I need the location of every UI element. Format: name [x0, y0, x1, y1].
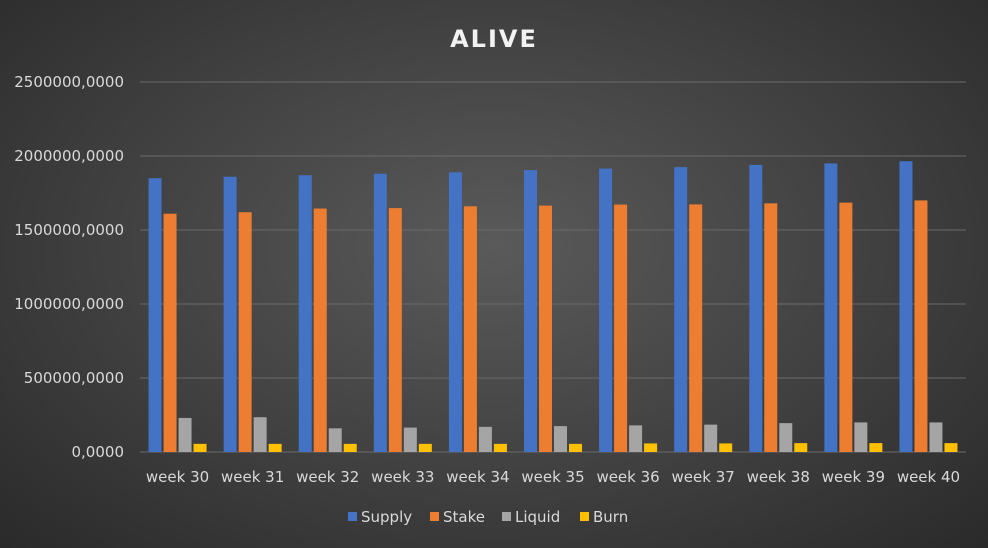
bar-stake-week-38	[764, 203, 778, 452]
bar-supply-week-32	[298, 175, 312, 453]
bar-supply-week-40	[899, 161, 913, 452]
y-tick-label: 2000000,0000	[14, 147, 124, 165]
bar-burn-week-36	[644, 443, 658, 452]
x-tick-label: week 40	[897, 468, 960, 486]
bar-supply-week-33	[373, 173, 387, 452]
bar-burn-week-39	[869, 443, 883, 452]
y-tick-label: 0,0000	[72, 443, 125, 461]
y-tick-label: 2500000,0000	[14, 73, 124, 91]
x-tick-label: week 32	[296, 468, 359, 486]
bar-stake-week-40	[914, 200, 928, 452]
bar-supply-week-35	[524, 170, 537, 452]
y-tick-label: 1500000,0000	[14, 221, 124, 239]
bar-stake-week-30	[163, 213, 177, 452]
legend-label: Stake	[443, 508, 485, 526]
bar-burn-week-37	[719, 443, 733, 452]
bar-burn-week-33	[418, 443, 432, 452]
y-tick-label: 500000,0000	[24, 369, 124, 387]
bar-liquid-week-32	[328, 428, 342, 452]
bar-liquid-week-30	[178, 417, 192, 452]
bar-liquid-week-34	[478, 426, 492, 452]
legend-swatch	[430, 512, 439, 521]
y-axis-ticks: 0,0000 500000,0000 1000000,0000 1500000,000…	[14, 73, 124, 461]
legend-swatch	[348, 512, 357, 521]
bar-stake-week-39	[839, 202, 853, 452]
bar-supply-week-36	[599, 168, 613, 452]
legend-item-liquid: Liquid	[502, 508, 560, 526]
x-tick-label: week 37	[672, 468, 735, 486]
x-tick-label: week 34	[446, 468, 509, 486]
bar-supply-week-38	[749, 164, 763, 452]
x-axis-ticks: week 30 week 31 week 32 week 33 week 34 week …	[146, 468, 960, 486]
legend-item-burn: Burn	[580, 508, 628, 526]
bar-burn-week-30	[193, 443, 207, 452]
bar-supply-week-34	[448, 172, 462, 452]
x-tick-label: week 38	[747, 468, 810, 486]
bar-liquid-week-31	[253, 417, 267, 452]
legend-item-supply: Supply	[348, 508, 412, 526]
bar-supply-week-37	[674, 167, 688, 452]
x-tick-label: week 30	[146, 468, 209, 486]
bar-stake-week-35	[539, 205, 552, 452]
bar-liquid-week-36	[629, 425, 643, 452]
bar-burn-week-40	[944, 443, 958, 452]
legend-label: Burn	[593, 508, 628, 526]
bars	[148, 161, 958, 453]
bar-supply-week-30	[148, 178, 162, 452]
legend: Supply Stake Liquid Burn	[348, 508, 628, 526]
x-tick-label: week 33	[371, 468, 434, 486]
bar-stake-week-33	[388, 208, 402, 452]
bar-supply-week-31	[223, 176, 237, 452]
x-tick-label: week 36	[596, 468, 659, 486]
bar-liquid-week-33	[403, 427, 417, 452]
bar-burn-week-38	[794, 443, 808, 452]
legend-swatch	[502, 512, 511, 521]
legend-label: Liquid	[515, 508, 560, 526]
y-tick-label: 1000000,0000	[14, 295, 124, 313]
x-tick-label: week 35	[521, 468, 584, 486]
bar-liquid-week-40	[929, 422, 943, 452]
x-tick-label: week 31	[221, 468, 284, 486]
bar-liquid-week-38	[779, 423, 793, 452]
bar-burn-week-35	[569, 443, 582, 452]
legend-item-stake: Stake	[430, 508, 485, 526]
legend-swatch	[580, 512, 589, 521]
bar-burn-week-31	[268, 443, 282, 452]
bar-burn-week-34	[493, 443, 507, 452]
bar-stake-week-31	[238, 212, 252, 452]
bar-supply-week-39	[824, 163, 838, 452]
bar-burn-week-32	[343, 443, 357, 452]
bar-liquid-week-37	[704, 424, 718, 452]
bar-stake-week-36	[614, 204, 628, 452]
bar-liquid-week-35	[554, 426, 567, 452]
x-tick-label: week 39	[822, 468, 885, 486]
bar-stake-week-32	[313, 208, 327, 452]
legend-label: Supply	[361, 508, 412, 526]
chart-title: ALIVE	[450, 25, 538, 53]
bar-liquid-week-39	[854, 422, 868, 452]
bar-stake-week-34	[463, 206, 477, 452]
bar-stake-week-37	[689, 204, 703, 452]
